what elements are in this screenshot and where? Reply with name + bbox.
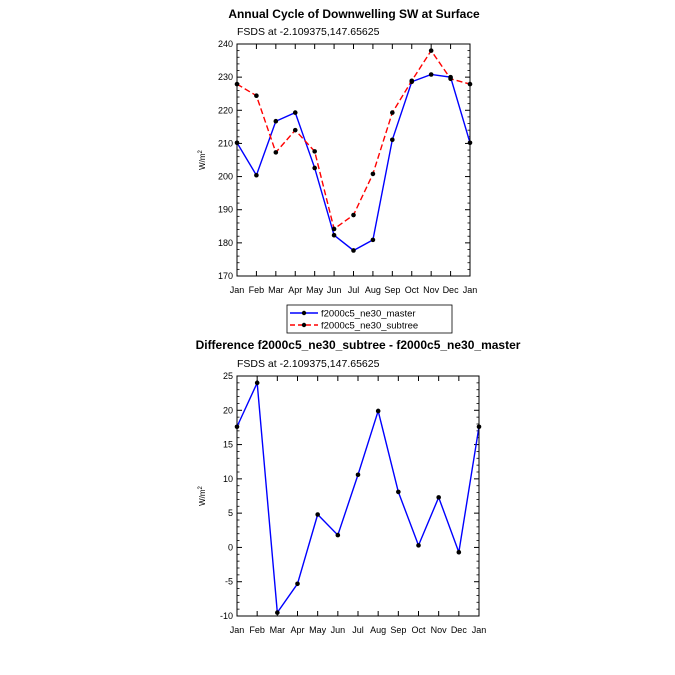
legend-label-master: f2000c5_ne30_master [321, 309, 416, 320]
x-tick-label: Oct [411, 625, 426, 635]
data-point-difference [315, 512, 320, 517]
y-tick-label: 200 [218, 172, 233, 182]
x-tick-label: Jun [331, 625, 346, 635]
data-point-f2000c5_ne30_subtree [312, 149, 317, 154]
y-tick-label: 210 [218, 138, 233, 148]
y-tick-label: 190 [218, 205, 233, 215]
data-point-f2000c5_ne30_master [351, 248, 356, 253]
x-tick-label: Jan [230, 625, 245, 635]
y-tick-label: 240 [218, 39, 233, 49]
y-tick-label: 0 [228, 542, 233, 552]
series-line-f2000c5_ne30_subtree [236, 49, 471, 231]
chart2-ylabel: W/m2 [198, 485, 207, 505]
data-point-f2000c5_ne30_master [331, 232, 337, 238]
data-point-f2000c5_ne30_subtree [390, 110, 395, 115]
data-point-f2000c5_ne30_subtree [292, 127, 298, 133]
chart1-title: Annual Cycle of Downwelling SW at Surfac… [228, 7, 480, 21]
chart2-frame [236, 375, 480, 617]
x-tick-label: Mar [270, 625, 286, 635]
data-point-difference [416, 543, 421, 548]
x-tick-label: Feb [249, 285, 265, 295]
y-tick-label: 230 [218, 72, 233, 82]
data-point-difference [375, 408, 381, 414]
y-tick-label: 170 [218, 271, 233, 281]
x-tick-label: Dec [451, 625, 468, 635]
x-tick-label: Jan [230, 285, 245, 295]
data-point-difference [355, 472, 361, 478]
x-tick-label: Nov [431, 625, 448, 635]
data-point-f2000c5_ne30_master [390, 137, 395, 143]
chart-annual-cycle: Annual Cycle of Downwelling SW at Surfac… [198, 7, 480, 334]
y-tick-label: 15 [223, 440, 233, 450]
y-tick-label: 20 [223, 405, 233, 415]
y-tick-label: 10 [223, 474, 233, 484]
x-tick-label: Nov [423, 285, 440, 295]
x-tick-label: Dec [443, 285, 460, 295]
data-point-f2000c5_ne30_subtree [428, 48, 434, 53]
y-tick-label: -5 [225, 577, 233, 587]
data-point-difference [335, 532, 341, 538]
data-point-f2000c5_ne30_master [254, 172, 259, 178]
data-point-f2000c5_ne30_master [428, 72, 434, 77]
data-point-f2000c5_ne30_subtree [351, 212, 356, 218]
chart2-title: Difference f2000c5_ne30_subtree - f2000c… [196, 338, 521, 352]
data-point-difference [254, 380, 260, 386]
y-tick-label: -10 [220, 611, 233, 621]
data-point-f2000c5_ne30_master [273, 118, 279, 124]
x-tick-label: Feb [249, 625, 265, 635]
data-point-difference [275, 610, 280, 615]
y-tick-label: 180 [218, 238, 233, 248]
data-point-f2000c5_ne30_subtree [331, 226, 337, 232]
x-tick-label: Aug [365, 285, 381, 295]
data-point-f2000c5_ne30_master [312, 165, 317, 171]
chart1-legend: f2000c5_ne30_master f2000c5_ne30_subtree [286, 304, 453, 334]
data-point-difference [436, 495, 441, 500]
data-point-f2000c5_ne30_subtree [409, 78, 415, 84]
x-tick-label: Jan [472, 625, 487, 635]
x-tick-label: Aug [370, 625, 386, 635]
x-tick-label: Jul [348, 285, 360, 295]
series-line-f2000c5_ne30_master [236, 73, 471, 252]
y-tick-label: 220 [218, 105, 233, 115]
legend-marker-subtree [301, 322, 307, 328]
x-tick-label: May [306, 285, 324, 295]
legend-box [286, 304, 453, 334]
x-tick-label: Mar [268, 285, 284, 295]
data-point-f2000c5_ne30_subtree [254, 93, 259, 98]
legend-label-subtree: f2000c5_ne30_subtree [321, 321, 418, 332]
x-tick-label: Sep [390, 625, 406, 635]
x-tick-label: Apr [288, 285, 302, 295]
data-point-f2000c5_ne30_subtree [370, 171, 376, 177]
data-point-f2000c5_ne30_subtree [448, 76, 453, 82]
chart1-ylabel: W/m2 [198, 149, 207, 169]
y-tick-label: 25 [223, 371, 233, 381]
series-line-difference [236, 380, 480, 615]
chart1-subtitle: FSDS at -2.109375,147.65625 [237, 26, 380, 38]
x-tick-label: Jan [463, 285, 478, 295]
legend-marker-master [301, 310, 307, 316]
x-tick-label: Jul [352, 625, 364, 635]
y-tick-label: 5 [228, 508, 233, 518]
data-point-f2000c5_ne30_master [370, 237, 376, 243]
x-tick-label: Sep [384, 285, 400, 295]
data-point-difference [396, 489, 401, 495]
chart1-frame [236, 43, 471, 277]
x-tick-label: Jun [327, 285, 342, 295]
x-tick-label: May [309, 625, 327, 635]
chart2-subtitle: FSDS at -2.109375,147.65625 [237, 358, 380, 370]
data-point-f2000c5_ne30_master [292, 110, 298, 115]
chart-difference: Difference f2000c5_ne30_subtree - f2000c… [196, 338, 521, 635]
data-point-difference [295, 581, 300, 587]
data-point-f2000c5_ne30_subtree [273, 150, 279, 155]
x-tick-label: Oct [405, 285, 420, 295]
x-tick-label: Apr [290, 625, 304, 635]
data-point-difference [456, 549, 462, 555]
